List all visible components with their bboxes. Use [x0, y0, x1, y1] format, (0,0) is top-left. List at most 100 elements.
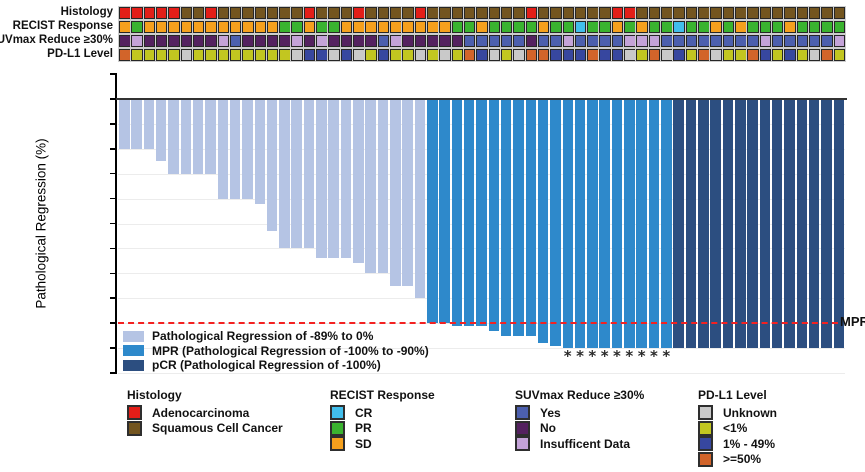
recist-square [316, 21, 328, 33]
suvmax-square [463, 35, 476, 47]
pdl1-square [242, 49, 254, 61]
histology-square [673, 7, 685, 19]
waterfall-bar-mpr [451, 100, 463, 326]
recist-square [229, 21, 242, 33]
pdl1-square [143, 49, 156, 61]
histology-square [648, 7, 661, 19]
suvmax-square [439, 35, 451, 47]
recist-square [599, 21, 611, 33]
pdl1-square [735, 49, 747, 61]
suvmax-square [119, 35, 131, 47]
pdl1-square [180, 49, 193, 61]
waterfall-bar-light [143, 100, 155, 149]
y-axis-line [115, 73, 117, 374]
suvmax-square [402, 35, 414, 47]
histology-square [747, 7, 759, 19]
y-tick-mark [110, 347, 116, 349]
histology-square [513, 7, 525, 19]
zero-baseline [116, 97, 847, 100]
histology-square [365, 7, 377, 19]
histology-square [414, 7, 427, 19]
histology-square [266, 7, 279, 19]
y-tick-mark [110, 123, 116, 125]
suvmax-square [316, 35, 328, 47]
histology-square [821, 7, 833, 19]
recist-square [685, 21, 698, 33]
waterfall-bar-mpr [427, 100, 438, 324]
suvmax-square [698, 35, 710, 47]
waterfall-bar-light [254, 100, 266, 204]
histology-square [833, 7, 846, 19]
recist-square [414, 21, 427, 33]
suvmax-square [180, 35, 193, 47]
histology-square [291, 7, 303, 19]
waterfall-bar-mpr [648, 100, 660, 348]
track-label-suvmax: SUVmax Reduce ≥30% [0, 34, 113, 46]
pdl1-square [833, 49, 846, 61]
legend-label: Unknown [723, 405, 777, 420]
waterfall-bar-pcr [784, 100, 795, 348]
suvmax-square [562, 35, 575, 47]
legend-label: >=50% [723, 452, 762, 466]
suvmax-square [266, 35, 279, 47]
histology-square [353, 7, 365, 19]
pdl1-square [500, 49, 513, 61]
y-tick-mark [110, 272, 116, 275]
suvmax-square [747, 35, 759, 47]
recist-square [180, 21, 193, 33]
pdl1-square [168, 49, 180, 61]
histology-square [587, 7, 599, 19]
pdl1-square [648, 49, 661, 61]
pdl1-square [279, 49, 291, 61]
suvmax-square [648, 35, 661, 47]
suvmax-square [377, 35, 390, 47]
recist-square [574, 21, 587, 33]
suvmax-square [821, 35, 833, 47]
histology-square [488, 7, 501, 19]
suvmax-square [353, 35, 365, 47]
asterisk-marker: * [650, 347, 658, 365]
pdl1-square [698, 49, 710, 61]
waterfall-bar-light [168, 100, 179, 174]
legend-item: MPR (Pathological Regression of -100% to… [123, 344, 429, 358]
legend-label: Pathological Regression of -89% to 0% [152, 329, 374, 343]
pdl1-square [661, 49, 673, 61]
recist-square [698, 21, 710, 33]
asterisk-marker: * [600, 347, 609, 365]
legend-item: Pathological Regression of -89% to 0% [123, 329, 429, 343]
recist-square [155, 21, 168, 33]
histology-square [710, 7, 722, 19]
recist-square [365, 21, 377, 33]
suvmax-square [636, 35, 648, 47]
pdl1-square [562, 49, 575, 61]
waterfall-bar-light [365, 100, 376, 274]
legend-swatch-light [123, 330, 144, 342]
waterfall-bar-light [390, 100, 401, 286]
pdl1-square [266, 49, 279, 61]
suvmax-square [390, 35, 402, 47]
histology-square [180, 7, 193, 19]
pdl1-square [808, 49, 821, 61]
histology-square [119, 7, 131, 19]
waterfall-bar-mpr [537, 100, 549, 344]
gridline [118, 372, 845, 374]
histology-square [192, 7, 205, 19]
mpr-line-label: MPR [840, 314, 865, 329]
waterfall-bar-light [217, 100, 229, 199]
suvmax-square [611, 35, 624, 47]
recist-square [648, 21, 661, 33]
pdl1-square [611, 49, 624, 61]
recist-square [328, 21, 340, 33]
recist-square [143, 21, 156, 33]
legend-item: PR [330, 420, 435, 436]
recist-square [254, 21, 267, 33]
y-tick-mark [110, 172, 116, 175]
waterfall-bar-pcr [722, 100, 734, 348]
legend-swatch [698, 451, 713, 467]
histology-square [735, 7, 747, 19]
suvmax-square [771, 35, 784, 47]
waterfall-bar-light [316, 100, 327, 259]
suvmax-square [722, 35, 735, 47]
waterfall-bar-mpr [599, 100, 610, 348]
histology-square [463, 7, 476, 19]
